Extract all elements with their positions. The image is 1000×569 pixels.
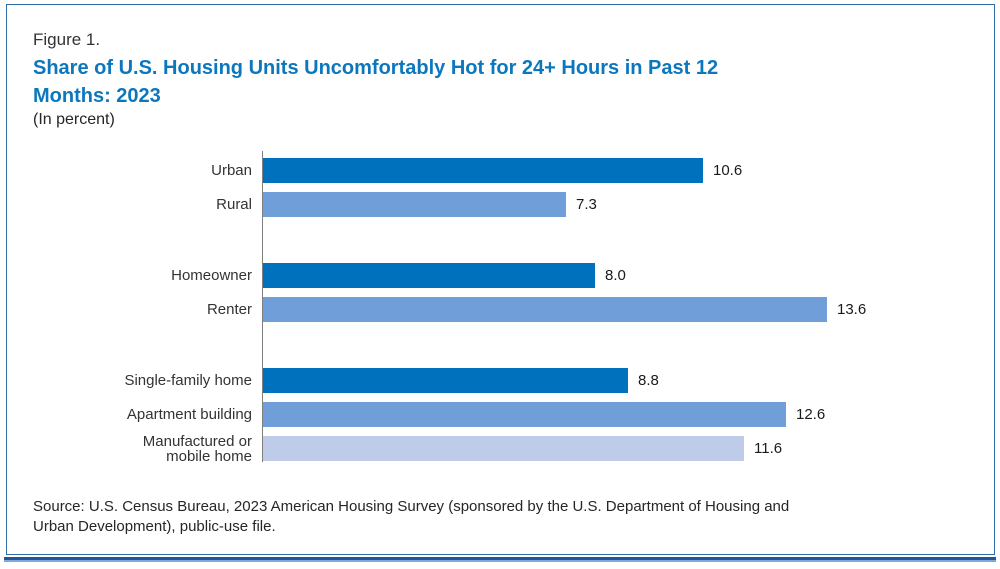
category-label: Manufactured or mobile home [142, 432, 252, 465]
value-label: 11.6 [754, 440, 783, 457]
y-axis-line [262, 151, 263, 462]
category-label: Single-family home [124, 372, 252, 389]
bar-track: 8.8 [263, 368, 1000, 393]
bar-row: Manufactured or mobile home 11.6 [0, 432, 1000, 465]
category-label: Renter [206, 301, 252, 318]
bar [263, 436, 744, 461]
value-label: 10.6 [713, 162, 743, 179]
bar-groups: Urban 10.6 Rural 7.3 Homeowner 8.0 Renter 13.6 S… [0, 151, 1000, 465]
bar-group: Urban 10.6 Rural 7.3 [0, 158, 1000, 217]
value-label: 7.3 [576, 196, 597, 213]
bar [263, 263, 595, 288]
value-label: 13.6 [837, 301, 867, 318]
bar-track: 7.3 [263, 192, 1000, 217]
bar-track: 12.6 [263, 402, 1000, 427]
figure-title-line-1: Share of U.S. Housing Units Uncomfortabl… [33, 57, 719, 79]
value-label: 12.6 [796, 406, 826, 423]
bar [263, 402, 786, 427]
bar-row: Rural 7.3 [0, 192, 1000, 217]
bar-chart: Urban 10.6 Rural 7.3 Homeowner 8.0 Renter 13.6 S… [0, 151, 1000, 465]
category-label: Apartment building [126, 406, 252, 423]
bar-group: Homeowner 8.0 Renter 13.6 [0, 263, 1000, 322]
source-note: Source: U.S. Census Bureau, 2023 America… [33, 497, 789, 537]
bar [263, 192, 566, 217]
value-label: 8.0 [605, 267, 626, 284]
bar-track: 8.0 [263, 263, 1000, 288]
category-label: Rural [216, 196, 252, 213]
bar-track: 10.6 [263, 158, 1000, 183]
figure-title-line-2: Months: 2023 [33, 85, 161, 107]
bottom-rule [4, 557, 996, 562]
value-label: 8.8 [638, 372, 659, 389]
category-label: Homeowner [171, 267, 252, 284]
bar-row: Homeowner 8.0 [0, 263, 1000, 288]
bar-row: Single-family home 8.8 [0, 368, 1000, 393]
bar-track: 13.6 [263, 297, 1000, 322]
figure-number: Figure 1. [33, 30, 101, 49]
bar-row: Urban 10.6 [0, 158, 1000, 183]
bar [263, 368, 628, 393]
bar-row: Apartment building 12.6 [0, 402, 1000, 427]
figure-title: Share of U.S. Housing Units Uncomfortabl… [33, 54, 718, 110]
figure-subtitle: (In percent) [33, 111, 115, 128]
bar-row: Renter 13.6 [0, 297, 1000, 322]
bar-group: Single-family home 8.8 Apartment building 1… [0, 368, 1000, 465]
category-label: Urban [211, 162, 252, 179]
source-note-line-2: Urban Development), public-use file. [33, 518, 276, 535]
bar-track: 11.6 [263, 436, 1000, 461]
source-note-line-1: Source: U.S. Census Bureau, 2023 America… [33, 498, 790, 515]
bar [263, 158, 703, 183]
bar [263, 297, 827, 322]
